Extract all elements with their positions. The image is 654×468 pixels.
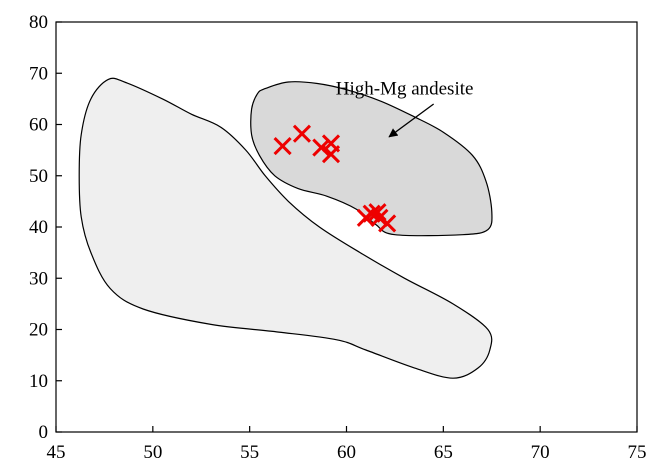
y-tick-label: 80 bbox=[29, 12, 48, 33]
data-point bbox=[292, 124, 312, 143]
x-tick-label: 50 bbox=[143, 442, 162, 463]
regions-layer bbox=[78, 77, 493, 379]
y-tick-label: 70 bbox=[29, 63, 48, 84]
x-tick-label: 55 bbox=[240, 442, 259, 463]
field-region-2 bbox=[250, 81, 493, 237]
data-point bbox=[378, 214, 397, 233]
data-point bbox=[321, 145, 341, 164]
x-tick-label: 60 bbox=[337, 442, 356, 463]
data-point bbox=[273, 136, 292, 156]
x-tick-label: 75 bbox=[628, 442, 647, 463]
data-point bbox=[312, 138, 331, 157]
x-tick-label: 65 bbox=[434, 442, 453, 463]
x-tick-label: 45 bbox=[47, 442, 66, 463]
y-tick-label: 20 bbox=[29, 320, 48, 341]
points-layer bbox=[273, 124, 397, 233]
y-tick-label: 10 bbox=[29, 371, 48, 392]
field-region-1 bbox=[78, 77, 493, 379]
y-tick-label: 50 bbox=[29, 166, 48, 187]
x-tick-label: 70 bbox=[531, 442, 550, 463]
annotation-layer: High-Mg andesite bbox=[336, 79, 474, 138]
annotation-arrow bbox=[388, 103, 435, 138]
ticks-layer: 45 50 55 60 65 70 75 0 10 20 30 40 50 60 70 80 bbox=[29, 12, 647, 463]
y-tick-label: 40 bbox=[29, 217, 48, 238]
y-tick-label: 0 bbox=[39, 422, 49, 443]
annotation-label: High-Mg andesite bbox=[336, 79, 474, 100]
y-tick-label: 60 bbox=[29, 115, 48, 136]
y-tick-label: 30 bbox=[29, 268, 48, 289]
